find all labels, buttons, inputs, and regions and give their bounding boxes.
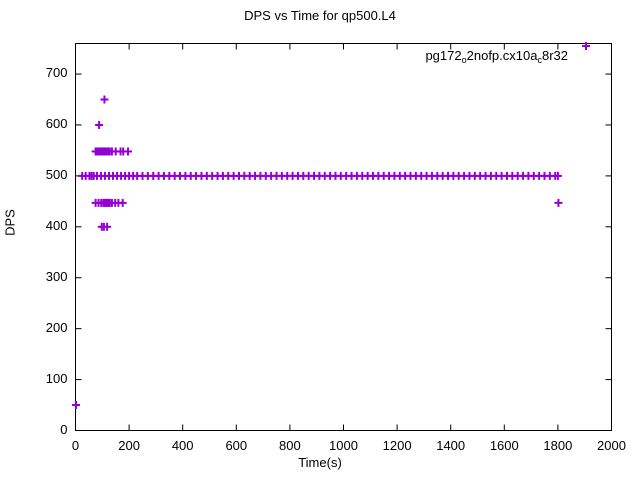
axis-ticks <box>75 43 612 431</box>
x-tick-label: 800 <box>279 437 301 453</box>
legend-name-post: 8r32 <box>541 48 568 63</box>
data-point <box>72 401 81 410</box>
data-points <box>72 95 563 410</box>
x-tick-label: 1400 <box>436 437 466 453</box>
x-tick-label: 2000 <box>597 437 626 453</box>
x-tick-label: 1600 <box>489 437 519 453</box>
data-point <box>95 120 104 129</box>
x-tick-label: 400 <box>171 437 194 453</box>
page-title: DPS vs Time for qp500.L4 <box>244 8 396 23</box>
x-tick-label: 0 <box>71 437 80 453</box>
y-tick-label: 0 <box>60 421 68 437</box>
legend-name-mid: 2nofp.cx10a <box>466 48 538 63</box>
x-tick-label: 200 <box>118 437 140 453</box>
y-tick-label: 200 <box>45 319 68 335</box>
legend-entry-label: pg172o2nofp.cx10ac8r32 <box>425 48 568 65</box>
data-point <box>103 222 112 231</box>
data-point <box>124 147 133 156</box>
data-point <box>554 198 563 207</box>
data-point <box>100 95 109 104</box>
y-tick-label: 100 <box>45 370 68 386</box>
x-tick-label: 1800 <box>543 437 573 453</box>
y-tick-label: 300 <box>45 268 68 284</box>
legend-sample-point <box>582 42 591 51</box>
axis-frame <box>75 43 612 431</box>
y-tick-label: 500 <box>45 166 68 182</box>
legend-sample-marker <box>582 42 591 51</box>
x-axis-label: Time(s) <box>298 455 342 470</box>
data-point <box>553 171 562 180</box>
data-point <box>118 198 127 207</box>
x-tick-label: 1200 <box>382 437 412 453</box>
x-tick-label: 1000 <box>329 437 358 453</box>
legend-name-pre: pg172 <box>425 48 462 63</box>
legend-name-sub2: c <box>537 55 542 65</box>
legend-name-sub1: o <box>461 55 467 65</box>
y-tick-label: 600 <box>45 115 68 131</box>
y-tick-label: 700 <box>45 65 68 81</box>
y-tick-label: 400 <box>45 217 68 233</box>
x-tick-label: 600 <box>225 437 248 453</box>
